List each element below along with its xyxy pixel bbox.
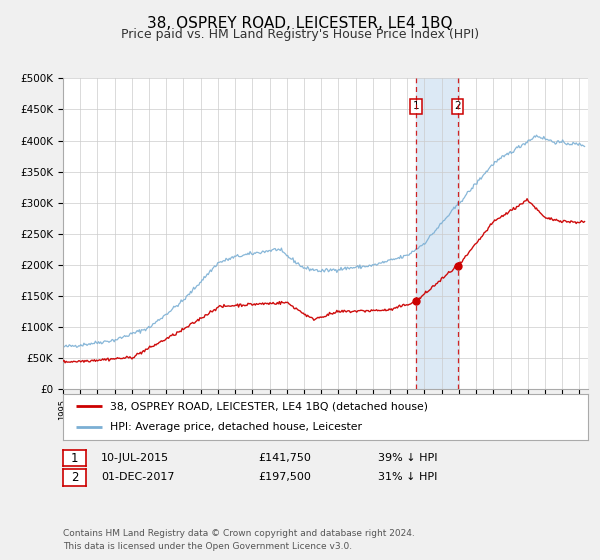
Text: 1: 1 [71,451,78,465]
Text: 38, OSPREY ROAD, LEICESTER, LE4 1BQ (detached house): 38, OSPREY ROAD, LEICESTER, LE4 1BQ (det… [110,401,428,411]
Text: Contains HM Land Registry data © Crown copyright and database right 2024.
This d: Contains HM Land Registry data © Crown c… [63,529,415,550]
Text: £141,750: £141,750 [258,453,311,463]
Text: Price paid vs. HM Land Registry's House Price Index (HPI): Price paid vs. HM Land Registry's House … [121,28,479,41]
Text: 10-JUL-2015: 10-JUL-2015 [101,453,169,463]
Text: 2: 2 [454,101,461,111]
Bar [416,78,458,389]
Text: 38, OSPREY ROAD, LEICESTER, LE4 1BQ: 38, OSPREY ROAD, LEICESTER, LE4 1BQ [147,16,453,31]
Text: 31% ↓ HPI: 31% ↓ HPI [378,472,437,482]
Text: 39% ↓ HPI: 39% ↓ HPI [378,453,437,463]
Text: 2: 2 [71,470,78,484]
Text: 01-DEC-2017: 01-DEC-2017 [101,472,174,482]
Text: £197,500: £197,500 [258,472,311,482]
Text: 1: 1 [413,101,419,111]
Text: HPI: Average price, detached house, Leicester: HPI: Average price, detached house, Leic… [110,422,362,432]
